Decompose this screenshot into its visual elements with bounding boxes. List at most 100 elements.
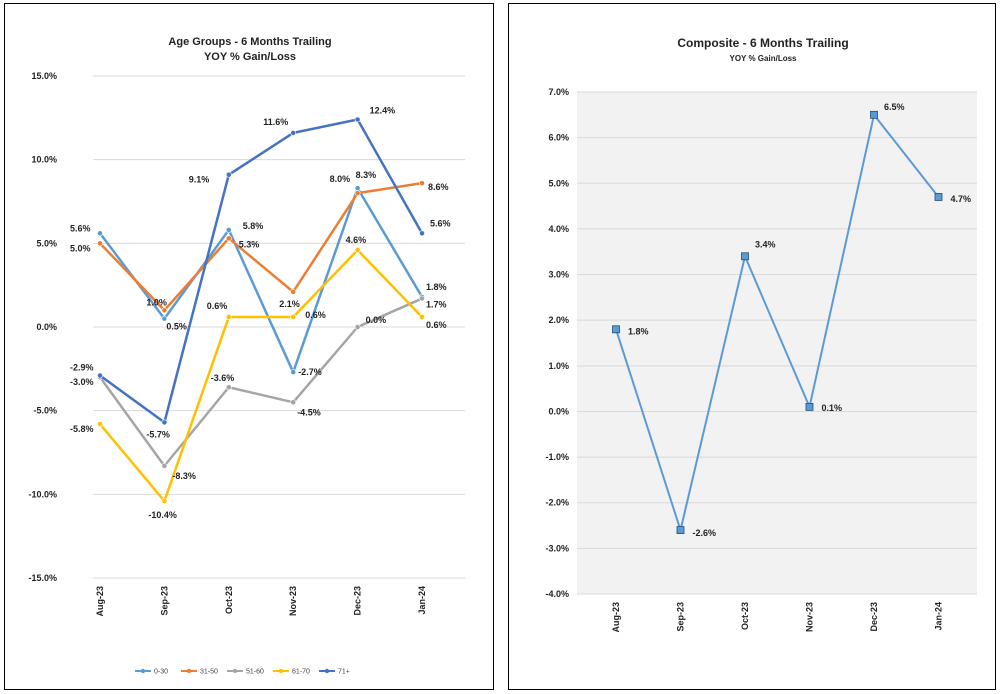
y-tick-label: 6.0% [548,133,569,143]
data-point [934,193,943,201]
data-label: -2.6% [693,528,717,538]
legend-marker [140,668,146,674]
data-label: 5.6% [70,223,91,233]
y-tick-label: -10.0% [28,489,57,499]
data-label: 11.6% [263,117,288,127]
data-label: 12.4% [370,106,396,116]
data-label: 1.8% [628,326,649,336]
y-tick-label: -4.0% [545,589,569,599]
legend-marker [278,668,284,674]
data-label: 8.0% [330,174,351,184]
x-tick-label: Aug-23 [611,602,621,633]
data-point [225,384,232,391]
data-point [97,372,103,379]
series-line-71+ [99,118,424,424]
x-tick-label: Aug-23 [95,586,105,617]
y-tick-label: -2.0% [545,498,569,508]
y-tick-label: -15.0% [28,573,57,583]
y-tick-label: 5.0% [548,178,569,188]
y-tick-label: 4.0% [548,224,569,234]
data-label: 2.1% [279,299,300,309]
legend-label: 71+ [338,669,350,676]
composite-chart: Composite - 6 Months Trailing YOY % Gain… [545,36,977,633]
series-line-0-30 [99,186,424,374]
data-point [354,185,361,192]
data-point [161,307,168,314]
data-point [354,116,361,123]
x-tick-label: Sep-23 [676,602,686,632]
data-point [161,462,168,469]
data-point [419,295,425,302]
y-tick-label: 7.0% [548,87,569,97]
age-groups-chart: Age Groups - 6 Months Trailing YOY % Gai… [28,36,465,676]
data-label: -4.5% [297,407,321,417]
data-point [870,110,878,119]
data-point [161,315,168,322]
x-tick-label: Jan-24 [417,586,427,615]
y-tick-label: 0.0% [36,322,57,332]
data-label: -5.8% [70,424,94,434]
data-point [225,235,232,242]
data-point [225,314,232,320]
data-label: 5.3% [239,239,260,249]
data-label: -3.6% [211,373,235,383]
y-tick-label: 3.0% [548,270,569,280]
data-label: 0.6% [426,320,447,330]
data-label: 6.5% [884,102,905,112]
data-point [97,240,103,247]
data-label: 0.6% [305,310,326,320]
x-tick-label: Jan-24 [934,602,944,631]
x-tick-label: Dec-23 [353,586,363,616]
data-point [354,190,361,197]
data-point [161,498,168,504]
data-label: -2.9% [70,363,94,373]
data-point [290,399,297,406]
y-tick-label: 10.0% [31,155,57,165]
series-line-composite [615,113,940,532]
data-point [290,129,297,136]
legend-label: 31-50 [200,669,218,676]
data-label: 9.1% [189,175,210,185]
data-point [161,419,168,426]
y-tick-label: -3.0% [545,543,569,553]
data-label: 5.6% [430,218,451,228]
data-point [676,526,685,535]
data-point [419,180,425,186]
x-tick-label: Nov-23 [288,586,298,616]
data-label: 4.6% [346,235,367,245]
x-tick-label: Sep-23 [159,586,169,616]
y-tick-label: -1.0% [545,452,569,462]
data-point [97,421,103,427]
data-label: 4.7% [951,194,972,204]
chart-subtitle: YOY % Gain/Loss [730,54,798,63]
x-tick-label: Oct-23 [740,602,750,630]
data-label: 1.7% [426,300,447,310]
legend-label: 0-30 [154,669,168,676]
data-label: 1.0% [146,297,167,307]
legend-marker [232,668,238,674]
data-label: 0.6% [207,301,228,311]
y-tick-label: 1.0% [548,361,569,371]
data-label: -5.7% [146,429,170,439]
data-label: -10.4% [148,510,177,520]
data-label: 1.8% [426,282,447,292]
legend-marker [186,668,192,674]
data-label: 5.8% [243,221,264,231]
chart-title: Composite - 6 Months Trailing [677,36,848,50]
data-point [97,230,103,237]
data-point [419,314,425,320]
legend-label: 51-60 [246,669,264,676]
data-label: 0.1% [822,403,843,413]
x-tick-label: Nov-23 [805,602,815,632]
data-label: -8.3% [172,471,196,481]
data-point [225,227,232,233]
data-point [290,288,297,295]
x-tick-label: Dec-23 [869,602,879,632]
data-label: -3.0% [70,377,94,387]
y-tick-label: 0.0% [548,406,569,416]
data-point [354,324,361,330]
age-groups-chart-panel: Age Groups - 6 Months Trailing YOY % Gai… [4,3,494,690]
y-tick-label: 2.0% [548,315,569,325]
data-label: 3.4% [755,239,776,249]
data-label: 8.6% [428,182,449,192]
